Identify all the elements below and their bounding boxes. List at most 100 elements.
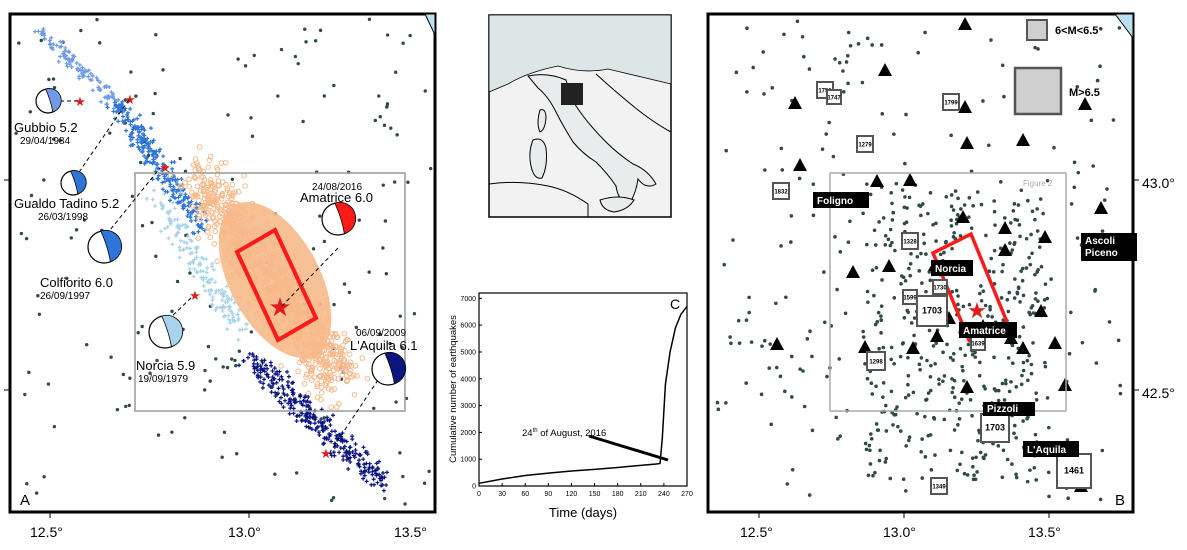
seismic-dot xyxy=(879,314,883,318)
event-marker xyxy=(192,267,197,272)
seismic-dot xyxy=(28,110,32,114)
event-marker xyxy=(328,423,333,428)
event-marker xyxy=(162,191,167,196)
x-tick-label: 30 xyxy=(498,491,506,498)
seismic-dot xyxy=(919,251,923,256)
seismic-dot xyxy=(1010,361,1015,366)
aftershock-marker xyxy=(199,182,206,188)
event-marker xyxy=(292,398,297,403)
seismic-dot xyxy=(975,190,980,194)
seismic-dot xyxy=(1030,303,1035,308)
event-marker xyxy=(280,377,285,382)
event-marker xyxy=(156,173,161,178)
historical-event: 1599 xyxy=(902,289,918,305)
event-marker xyxy=(102,95,107,100)
aftershock-marker xyxy=(182,179,188,186)
event-marker xyxy=(187,267,192,272)
seismic-dot xyxy=(959,397,964,401)
seismic-dot xyxy=(37,312,42,316)
seismic-dot xyxy=(934,239,938,243)
event-marker xyxy=(125,117,130,122)
event-marker xyxy=(262,366,267,371)
event-marker xyxy=(252,358,257,363)
city-label: Norcia xyxy=(931,260,973,276)
seismic-dot xyxy=(868,462,873,466)
event-marker xyxy=(260,360,265,365)
event-marker xyxy=(327,418,332,423)
event-marker xyxy=(232,319,237,324)
seismic-dot xyxy=(52,424,57,429)
event-marker xyxy=(188,251,193,256)
event-marker xyxy=(210,297,215,302)
event-marker xyxy=(341,457,346,462)
station-triangle xyxy=(793,158,807,171)
aftershock-marker xyxy=(322,355,329,362)
seismic-dot xyxy=(1006,356,1011,360)
aftershock-marker xyxy=(317,365,323,372)
event-marker xyxy=(346,467,351,472)
aftershock-marker xyxy=(213,196,219,203)
event-marker xyxy=(187,246,192,251)
seismic-dot xyxy=(919,356,924,360)
event-marker xyxy=(262,377,267,382)
seismic-dot xyxy=(912,316,917,320)
seismic-dot xyxy=(801,369,805,373)
event-name: Gubbio 5.2 xyxy=(14,120,78,135)
event-marker xyxy=(129,131,134,136)
seismic-dot xyxy=(1047,425,1051,430)
aftershock-marker xyxy=(192,175,199,182)
seismic-dot xyxy=(843,311,848,316)
y-tick-label: 0 xyxy=(472,484,476,491)
seismic-dot xyxy=(937,382,941,386)
seismic-dot xyxy=(1001,262,1005,267)
seismic-dot xyxy=(979,202,984,207)
aftershock-marker xyxy=(340,342,346,349)
seismic-dot xyxy=(383,219,388,223)
seismic-dot xyxy=(1100,229,1105,233)
event-marker xyxy=(86,74,91,79)
seismic-dot xyxy=(385,33,390,37)
seismic-dot xyxy=(1037,245,1042,249)
event-marker xyxy=(142,133,147,138)
seismic-dot xyxy=(919,213,923,218)
event-marker xyxy=(357,464,362,469)
seismic-dot xyxy=(778,374,783,379)
panel-a-map: ★ ★ ★ ★ ★ ★ 12.5° 13.0° 13.5° A Gubbio 5… xyxy=(4,12,447,540)
aftershock-marker xyxy=(197,187,204,194)
aftershock-marker xyxy=(342,348,348,354)
station-triangle xyxy=(788,96,802,109)
event-marker xyxy=(194,255,199,260)
seismic-dot xyxy=(273,472,277,476)
seismic-dot xyxy=(1012,202,1017,206)
seismic-dot xyxy=(761,50,766,54)
seismic-dot xyxy=(952,428,957,432)
seismic-dot xyxy=(915,412,919,416)
event-marker xyxy=(209,264,214,269)
seismic-dot xyxy=(865,289,870,294)
seismic-dot xyxy=(889,190,894,195)
seismic-dot xyxy=(382,123,387,128)
event-marker xyxy=(181,247,186,252)
seismic-dot xyxy=(1021,293,1026,298)
seismic-dot xyxy=(891,423,895,427)
aftershock-marker xyxy=(212,228,219,235)
seismic-dot xyxy=(279,47,284,52)
seismic-dot xyxy=(950,246,954,251)
event-marker xyxy=(237,308,242,313)
alps-region xyxy=(488,14,672,93)
event-marker xyxy=(123,106,128,111)
seismic-dot xyxy=(1019,269,1023,273)
seismic-dot xyxy=(888,476,893,481)
seismic-dot xyxy=(971,204,975,208)
event-marker xyxy=(163,189,168,194)
event-marker xyxy=(335,436,340,441)
seismic-dot xyxy=(1032,466,1037,470)
event-marker xyxy=(337,450,342,455)
event-marker xyxy=(127,134,132,139)
seismic-dot xyxy=(833,57,837,61)
seismic-dot xyxy=(170,309,174,314)
seismic-dot xyxy=(1035,207,1039,211)
station-triangle xyxy=(906,341,920,354)
seismic-dot xyxy=(899,281,903,286)
